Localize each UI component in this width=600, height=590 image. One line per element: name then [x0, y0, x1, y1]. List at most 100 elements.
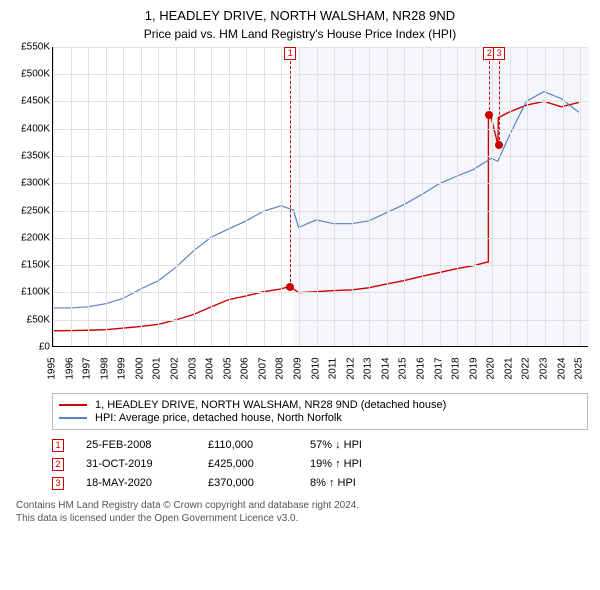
x-tick-label: 2000 [134, 357, 145, 379]
x-tick-label: 2021 [503, 357, 514, 379]
gridline-v [404, 47, 405, 346]
y-axis: £0£50K£100K£150K£200K£250K£300K£350K£400… [8, 47, 52, 347]
transaction-row: 1 25-FEB-2008 £110,000 57% ↓ HPI [52, 436, 588, 455]
footnote-line: This data is licensed under the Open Gov… [16, 512, 592, 525]
x-tick-label: 2023 [539, 357, 550, 379]
x-tick-label: 2018 [451, 357, 462, 379]
chart-title: 1, HEADLEY DRIVE, NORTH WALSHAM, NR28 9N… [8, 8, 592, 25]
x-tick-label: 1996 [64, 357, 75, 379]
gridline-v [53, 47, 54, 346]
gridline-v [387, 47, 388, 346]
y-tick-label: £400K [21, 123, 50, 134]
x-tick-label: 2008 [275, 357, 286, 379]
gridline-h [53, 156, 588, 157]
transaction-date: 18-MAY-2020 [86, 477, 186, 489]
x-tick-label: 2015 [398, 357, 409, 379]
y-tick-label: £50K [27, 314, 50, 325]
transaction-delta: 8% ↑ HPI [310, 477, 400, 489]
x-tick-label: 2016 [416, 357, 427, 379]
x-tick-label: 1998 [99, 357, 110, 379]
y-tick-label: £150K [21, 260, 50, 271]
x-tick-label: 2005 [222, 357, 233, 379]
gridline-v [88, 47, 89, 346]
x-tick-label: 2024 [556, 357, 567, 379]
transaction-delta: 19% ↑ HPI [310, 458, 400, 470]
gridline-v [176, 47, 177, 346]
transaction-price: £370,000 [208, 477, 288, 489]
x-tick-label: 2009 [293, 357, 304, 379]
gridline-h [53, 74, 588, 75]
y-tick-label: £250K [21, 205, 50, 216]
transaction-marker: 2 [52, 458, 64, 471]
gridline-v [317, 47, 318, 346]
marker-dot [495, 141, 503, 149]
y-tick-label: £200K [21, 232, 50, 243]
legend-swatch [59, 404, 87, 406]
x-tick-label: 2011 [328, 358, 339, 380]
chart-container: 1, HEADLEY DRIVE, NORTH WALSHAM, NR28 9N… [0, 0, 600, 529]
transaction-row: 2 31-OCT-2019 £425,000 19% ↑ HPI [52, 455, 588, 474]
x-tick-label: 1995 [47, 357, 58, 379]
legend-box: 1, HEADLEY DRIVE, NORTH WALSHAM, NR28 9N… [52, 393, 588, 430]
footnote-line: Contains HM Land Registry data © Crown c… [16, 499, 592, 512]
gridline-v [580, 47, 581, 346]
transaction-marker: 1 [52, 439, 64, 452]
gridline-h [53, 292, 588, 293]
legend-label: 1, HEADLEY DRIVE, NORTH WALSHAM, NR28 9N… [95, 399, 446, 411]
marker-dash [489, 61, 490, 115]
gridline-v [264, 47, 265, 346]
x-tick-label: 2001 [152, 357, 163, 379]
plot-region: 123 [52, 47, 588, 347]
transaction-delta: 57% ↓ HPI [310, 439, 400, 451]
gridline-v [475, 47, 476, 346]
transaction-date: 25-FEB-2008 [86, 439, 186, 451]
gridline-h [53, 47, 588, 48]
transaction-marker: 3 [52, 477, 64, 490]
x-tick-label: 1997 [82, 357, 93, 379]
x-tick-label: 2010 [310, 357, 321, 379]
gridline-v [457, 47, 458, 346]
y-tick-label: £0 [39, 341, 50, 352]
gridline-v [211, 47, 212, 346]
gridline-h [53, 211, 588, 212]
gridline-v [492, 47, 493, 346]
y-tick-label: £300K [21, 178, 50, 189]
gridline-v [229, 47, 230, 346]
gridline-h [53, 265, 588, 266]
gridline-v [440, 47, 441, 346]
gridline-v [369, 47, 370, 346]
x-tick-label: 2013 [363, 357, 374, 379]
legend-item: 1, HEADLEY DRIVE, NORTH WALSHAM, NR28 9N… [59, 399, 581, 411]
y-tick-label: £100K [21, 287, 50, 298]
marker-dot [286, 283, 294, 291]
transaction-date: 31-OCT-2019 [86, 458, 186, 470]
gridline-v [123, 47, 124, 346]
gridline-h [53, 238, 588, 239]
gridline-v [194, 47, 195, 346]
gridline-h [53, 320, 588, 321]
gridline-v [334, 47, 335, 346]
x-tick-label: 2002 [170, 357, 181, 379]
marker-box: 1 [284, 47, 296, 60]
line-layer [53, 47, 588, 346]
gridline-v [141, 47, 142, 346]
x-tick-label: 2025 [574, 357, 585, 379]
transaction-price: £425,000 [208, 458, 288, 470]
x-tick-label: 2006 [240, 357, 251, 379]
x-tick-label: 2019 [468, 357, 479, 379]
legend-swatch [59, 417, 87, 419]
gridline-h [53, 129, 588, 130]
x-tick-label: 2022 [521, 357, 532, 379]
gridline-h [53, 101, 588, 102]
x-tick-label: 2012 [345, 357, 356, 379]
gridline-v [527, 47, 528, 346]
gridline-v [158, 47, 159, 346]
gridline-v [545, 47, 546, 346]
gridline-h [53, 183, 588, 184]
legend-label: HPI: Average price, detached house, Nort… [95, 412, 342, 424]
transaction-row: 3 18-MAY-2020 £370,000 8% ↑ HPI [52, 474, 588, 493]
gridline-v [71, 47, 72, 346]
transaction-price: £110,000 [208, 439, 288, 451]
gridline-v [106, 47, 107, 346]
x-axis: 1995199619971998199920002001200220032004… [52, 349, 588, 385]
